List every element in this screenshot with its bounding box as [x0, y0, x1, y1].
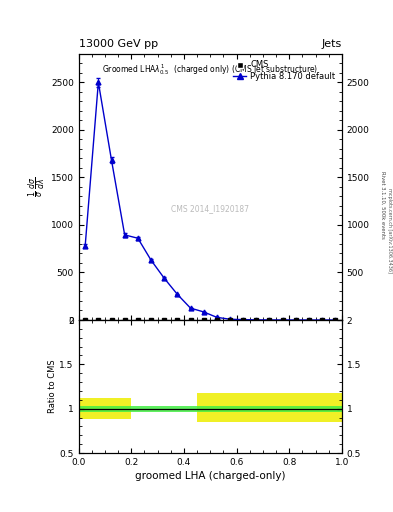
- Legend: CMS, Pythia 8.170 default: CMS, Pythia 8.170 default: [231, 58, 338, 83]
- X-axis label: groomed LHA (charged-only): groomed LHA (charged-only): [135, 471, 285, 481]
- Text: mcplots.cern.ch [arXiv:1306.3436]: mcplots.cern.ch [arXiv:1306.3436]: [387, 188, 391, 273]
- Text: Groomed LHA$\lambda^1_{0.5}$  (charged only) (CMS jet substructure): Groomed LHA$\lambda^1_{0.5}$ (charged on…: [102, 62, 318, 77]
- Text: CMS 2014_I1920187: CMS 2014_I1920187: [171, 204, 249, 212]
- Text: Rivet 3.1.10, 500k events: Rivet 3.1.10, 500k events: [381, 171, 386, 239]
- Text: Jets: Jets: [321, 38, 342, 49]
- Text: 13000 GeV pp: 13000 GeV pp: [79, 38, 158, 49]
- Y-axis label: $\frac{1}{\sigma}\,\frac{d\sigma}{d\lambda}$: $\frac{1}{\sigma}\,\frac{d\sigma}{d\lamb…: [26, 177, 48, 197]
- Y-axis label: Ratio to CMS: Ratio to CMS: [48, 360, 57, 413]
